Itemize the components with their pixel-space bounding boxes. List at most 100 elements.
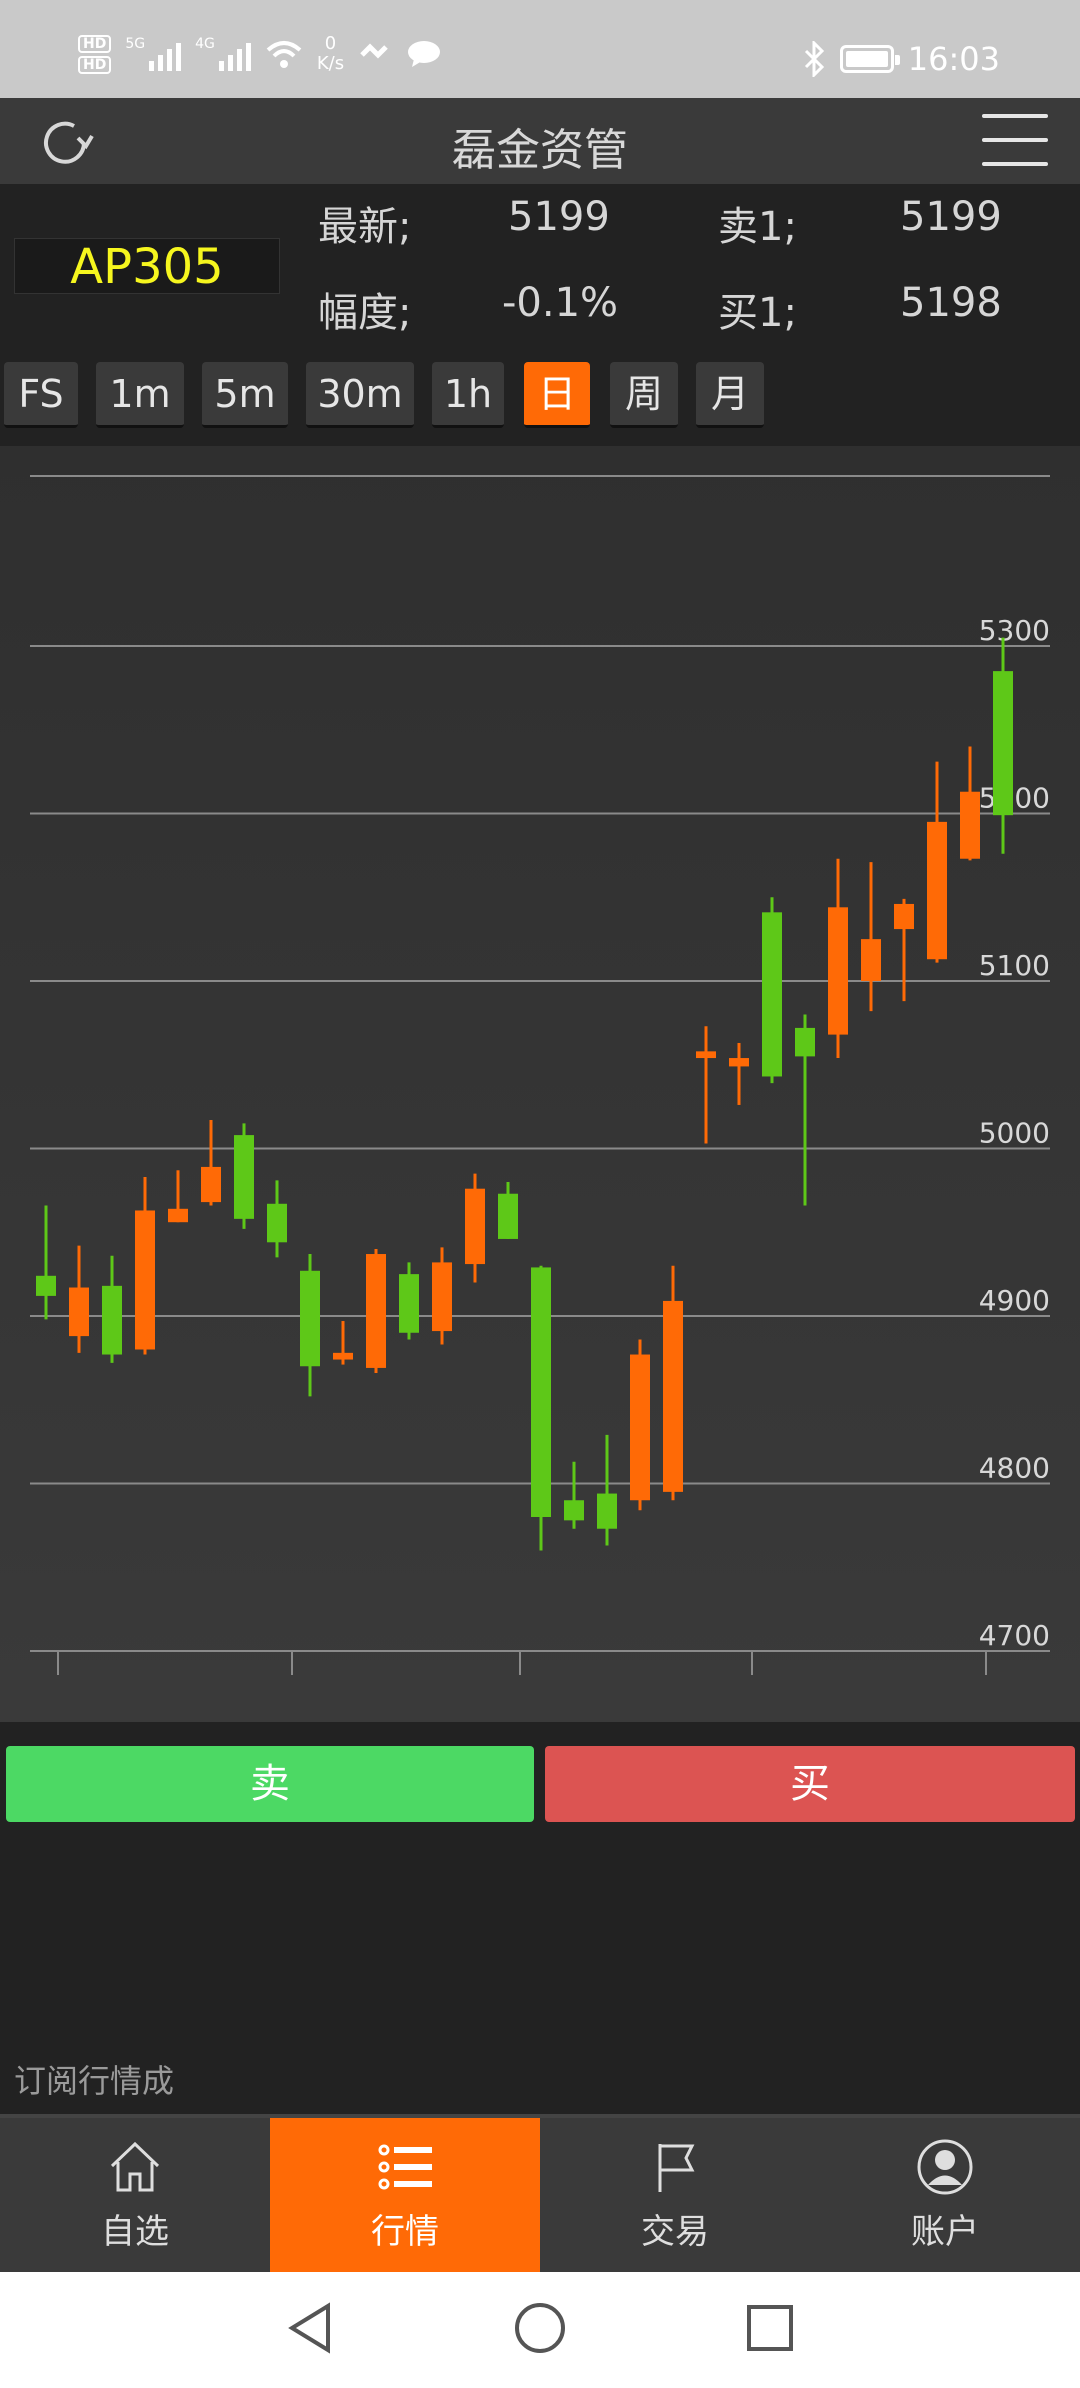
list-icon: [378, 2144, 432, 2189]
candle-body: [36, 1275, 56, 1296]
status-right: 16:03: [802, 40, 1000, 78]
home-icon: [110, 2141, 160, 2191]
ask-value: 5199: [900, 194, 1002, 240]
y-tick-label: 5300: [979, 614, 1050, 647]
candle-body: [960, 791, 980, 859]
candle-body: [630, 1354, 650, 1501]
tab-1m[interactable]: 1m: [96, 362, 184, 428]
candle-body: [333, 1352, 353, 1360]
tab-day[interactable]: 日: [524, 362, 590, 428]
y-tick-label: 5000: [979, 1117, 1050, 1150]
tab-1h[interactable]: 1h: [432, 362, 504, 428]
candle-body: [465, 1188, 485, 1265]
y-tick-label: 4700: [979, 1619, 1050, 1652]
kline-chart[interactable]: 5300 5200 5100 5000 4900 4800 4700: [0, 446, 1080, 1722]
signal-4g-icon: 4G: [195, 37, 251, 71]
speed-value: 0: [324, 33, 337, 54]
signal-5g-icon: 5G: [125, 36, 182, 71]
refresh-icon[interactable]: [34, 112, 96, 174]
nav-label-trade: 交易: [641, 2211, 709, 2252]
system-nav-bar: [0, 2272, 1080, 2388]
tab-30m[interactable]: 30m: [306, 362, 414, 428]
hd-indicator: HD HD: [78, 34, 112, 74]
tab-5m[interactable]: 5m: [202, 362, 288, 428]
tab-fs[interactable]: FS: [4, 362, 78, 428]
candle-body: [828, 907, 848, 1035]
kline-svg: 5300 5200 5100 5000 4900 4800 4700: [30, 475, 1050, 1675]
network-speed: 0 K/s: [317, 34, 344, 74]
latest-value: 5199: [508, 194, 610, 240]
candle-body: [300, 1270, 320, 1367]
recents-square-icon[interactable]: [744, 2300, 796, 2356]
nav-label-watchlist: 自选: [101, 2211, 169, 2252]
candle-body: [894, 903, 914, 930]
candle-body: [795, 1027, 815, 1057]
candle-body: [69, 1287, 89, 1337]
y-tick-label: 5200: [979, 782, 1050, 815]
candle-body: [135, 1210, 155, 1350]
candle-body: [762, 912, 782, 1077]
status-left: HD HD 5G 4G 0 K/s: [78, 34, 442, 74]
menu-icon[interactable]: [982, 114, 1048, 166]
back-icon[interactable]: [284, 2300, 336, 2356]
candle-body: [201, 1166, 221, 1203]
network-5g-label: 5G: [125, 36, 146, 52]
status-time: 16:03: [907, 40, 1000, 78]
nav-item-market[interactable]: 行情: [270, 2118, 540, 2272]
change-value: -0.1%: [502, 280, 619, 326]
tab-week[interactable]: 周: [610, 362, 678, 428]
speed-unit: K/s: [316, 53, 345, 74]
candle-body: [498, 1193, 518, 1239]
candle-body: [729, 1058, 749, 1067]
flag-icon: [658, 2143, 695, 2192]
candle-body: [927, 821, 947, 960]
candle-body: [663, 1300, 683, 1492]
candle-body: [531, 1267, 551, 1517]
bid-value: 5198: [900, 280, 1002, 326]
ask-label: 卖1;: [718, 204, 797, 250]
page-title: 磊金资管: [452, 125, 628, 176]
candle-body: [564, 1500, 584, 1521]
status-bar: HD HD 5G 4G 0 K/s: [0, 0, 1080, 98]
sell-button[interactable]: 卖: [6, 1746, 534, 1822]
network-4g-label: 4G: [195, 36, 215, 52]
hd-badge-1: HD: [78, 34, 112, 53]
wifi-icon: [266, 41, 302, 68]
y-tick-label: 5100: [979, 949, 1050, 982]
period-tabs: FS 1m 5m 30m 1h 日 周 月: [0, 360, 1080, 446]
candle-body: [366, 1254, 386, 1368]
change-label: 幅度;: [318, 290, 412, 336]
candle-body: [102, 1285, 122, 1355]
app-header: 磊金资管: [0, 98, 1080, 184]
quote-panel: AP305 最新; 5199 卖1; 5199 幅度; -0.1% 买1; 51…: [0, 184, 1080, 360]
nav-label-account: 账户: [911, 2211, 979, 2252]
tab-month[interactable]: 月: [696, 362, 764, 428]
user-icon: [917, 2139, 973, 2194]
candle-body: [267, 1203, 287, 1243]
message-icon: [408, 41, 441, 67]
bluetooth-icon: [804, 41, 824, 77]
nav-item-trade[interactable]: 交易: [540, 2118, 810, 2272]
candle-body: [399, 1274, 419, 1333]
contract-symbol[interactable]: AP305: [14, 238, 280, 295]
buy-button[interactable]: 买: [545, 1746, 1075, 1822]
latest-label: 最新;: [318, 204, 412, 250]
home-circle-icon[interactable]: [512, 2300, 568, 2356]
candle-body: [861, 939, 881, 981]
bid-label: 买1;: [718, 290, 797, 336]
y-tick-label: 4800: [979, 1452, 1050, 1485]
hd-badge-2: HD: [78, 55, 112, 74]
candle-body: [168, 1208, 188, 1223]
subscribe-status: 订阅行情成: [14, 2062, 175, 2100]
candle-body: [696, 1051, 716, 1059]
candle-body: [432, 1262, 452, 1332]
candle-body: [597, 1493, 617, 1529]
nav-item-account[interactable]: 账户: [810, 2118, 1080, 2272]
nav-item-watchlist[interactable]: 自选: [0, 2118, 270, 2272]
battery-icon: [839, 45, 900, 73]
candle-body: [234, 1135, 254, 1219]
bottom-nav: 自选 行情 交易 账户: [0, 2114, 1080, 2272]
y-tick-label: 4900: [979, 1284, 1050, 1317]
candle-body: [993, 671, 1013, 816]
nav-label-market: 行情: [371, 2211, 439, 2252]
